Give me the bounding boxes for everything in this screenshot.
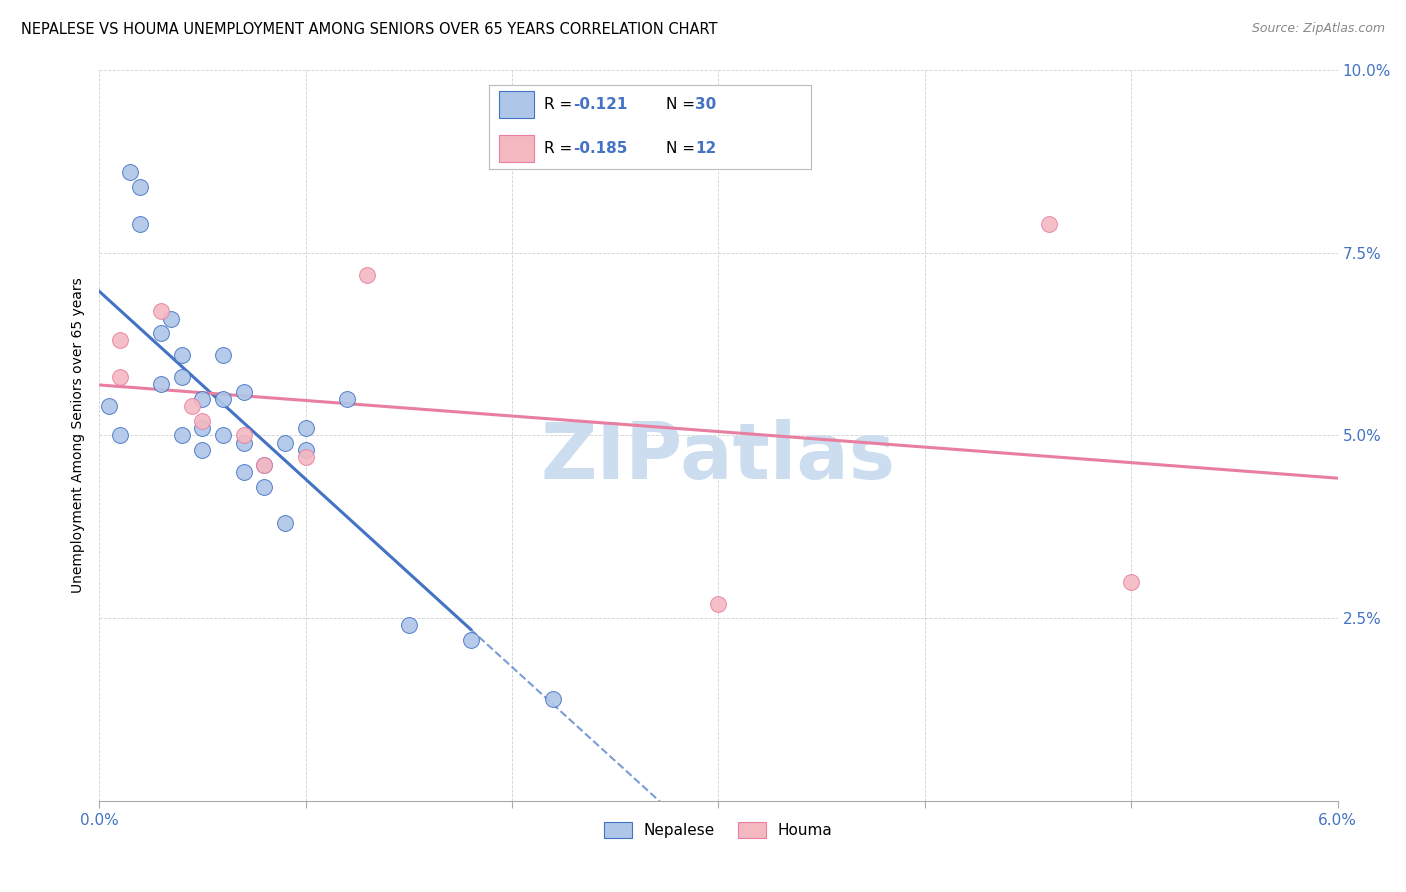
Point [336,392,359,406]
Point [120,165,142,179]
Point [294,450,316,465]
Text: Source: ZipAtlas.com: Source: ZipAtlas.com [1251,22,1385,36]
Point [129,180,152,194]
Point [191,414,214,428]
Point [150,377,173,392]
Point [707,597,730,611]
Point [232,384,254,399]
Y-axis label: Unemployment Among Seniors over 65 years: Unemployment Among Seniors over 65 years [72,277,86,593]
Point [191,443,214,458]
Point [160,311,183,326]
Point [232,435,254,450]
Point [170,370,193,384]
Point [543,691,565,706]
Point [294,443,316,458]
Point [274,516,297,531]
Point [170,428,193,442]
Point [98,399,121,413]
Point [212,392,235,406]
Point [212,428,235,442]
Point [108,428,131,442]
Legend: Nepalese, Houma: Nepalese, Houma [598,815,839,845]
Point [398,618,420,632]
Point [253,458,276,472]
Point [1038,217,1060,231]
Point [460,633,482,648]
Point [212,348,235,362]
Point [181,399,204,413]
Point [191,421,214,435]
Point [1121,574,1143,589]
Point [108,370,131,384]
Point [150,326,173,340]
Text: ZIPatlas: ZIPatlas [541,419,896,495]
Text: NEPALESE VS HOUMA UNEMPLOYMENT AMONG SENIORS OVER 65 YEARS CORRELATION CHART: NEPALESE VS HOUMA UNEMPLOYMENT AMONG SEN… [21,22,717,37]
Point [356,268,378,282]
Point [170,348,193,362]
Point [253,458,276,472]
Point [294,421,316,435]
Point [274,435,297,450]
Point [129,217,152,231]
Point [108,334,131,348]
Point [150,304,173,318]
Point [191,392,214,406]
Point [253,480,276,494]
Point [232,465,254,479]
Point [232,428,254,442]
